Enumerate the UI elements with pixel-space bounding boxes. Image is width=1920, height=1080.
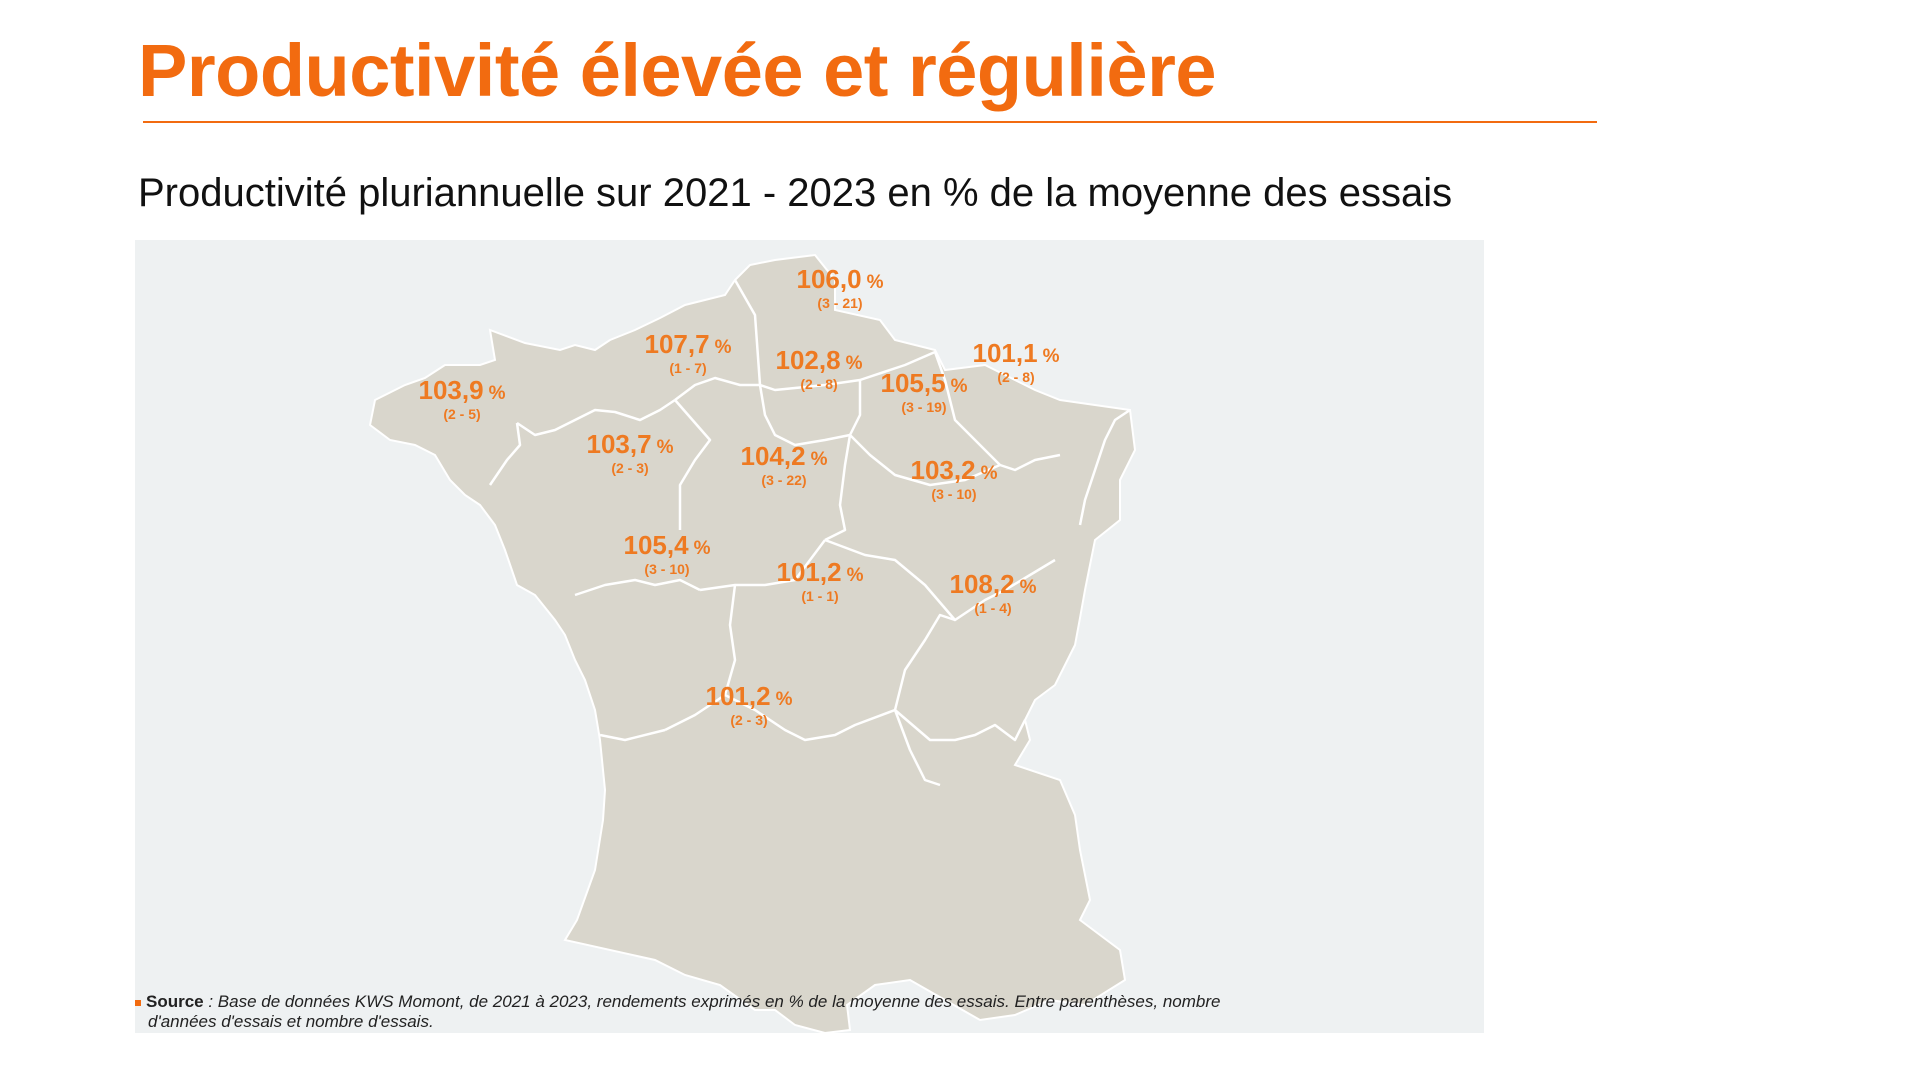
- border-pdl-centre: [674, 399, 712, 530]
- region-trial-count: (3 - 21): [817, 295, 863, 311]
- title-underline: [143, 121, 1597, 123]
- region-unit: %: [810, 449, 828, 470]
- footnote-source-text: : Base de données KWS Momont, de 2021 à …: [203, 992, 1221, 1011]
- region-unit: %: [775, 689, 793, 710]
- region-label-bretagne: 103,9% (2 - 5): [419, 375, 506, 423]
- region-unit: %: [693, 538, 711, 559]
- footnote-bullet-icon: [135, 999, 141, 1006]
- region-trial-count: (2 - 8): [800, 376, 838, 392]
- region-trial-count: (3 - 19): [901, 399, 947, 415]
- region-unit: %: [866, 272, 884, 293]
- france-map-panel: 106,0% (3 - 21) 107,7% (1 - 7) 102,8% (2 - 8)…: [135, 240, 1484, 1033]
- region-value: 101,2: [705, 681, 771, 711]
- region-unit: %: [1042, 346, 1060, 367]
- france-mainland-shape: [368, 253, 1137, 1033]
- region-label-nord: 106,0% (3 - 21): [797, 264, 884, 312]
- region-trial-count: (1 - 7): [669, 360, 707, 376]
- region-label-ile-de-france: 102,8% (2 - 8): [776, 345, 863, 393]
- region-unit: %: [488, 383, 506, 404]
- region-trial-count: (3 - 10): [644, 561, 690, 577]
- region-unit: %: [950, 376, 968, 397]
- border-lorraine-alsace: [1078, 408, 1131, 526]
- region-label-lorraine: 101,1% (2 - 8): [973, 338, 1060, 386]
- region-unit: %: [845, 353, 863, 374]
- region-unit: %: [714, 337, 732, 358]
- border-pdl-poitou: [574, 578, 701, 597]
- france-map: [368, 253, 1137, 1033]
- border-champagne-bourgogne: [849, 434, 1001, 487]
- border-normandie-idf: [674, 376, 760, 401]
- border-nord-south: [733, 279, 936, 392]
- region-value: 101,2: [776, 557, 842, 587]
- slide-subtitle: Productivité pluriannuelle sur 2021 - 20…: [138, 171, 1453, 215]
- region-value: 103,2: [910, 455, 976, 485]
- region-label-poitou-charentes: 105,4% (3 - 10): [624, 530, 711, 578]
- region-label-rhone-alpes: 108,2% (1 - 4): [950, 569, 1037, 617]
- region-label-centre: 104,2% (3 - 22): [741, 441, 828, 489]
- border-poitou-southwest: [599, 728, 666, 742]
- region-value: 102,8: [775, 345, 841, 375]
- region-value: 105,4: [623, 530, 689, 560]
- region-value: 105,5: [880, 368, 946, 398]
- region-trial-count: (2 - 3): [611, 460, 649, 476]
- region-unit: %: [846, 565, 864, 586]
- region-value: 103,7: [586, 429, 652, 459]
- region-trial-count: (3 - 10): [931, 486, 977, 502]
- source-footnote: Source : Base de données KWS Momont, de …: [135, 992, 1484, 1032]
- border-centre-bourgogne: [824, 434, 852, 542]
- region-unit: %: [656, 437, 674, 458]
- border-bretagne-pdl: [488, 422, 522, 486]
- region-label-limousin-auvergne: 101,2% (1 - 1): [777, 557, 864, 605]
- region-trial-count: (2 - 5): [443, 406, 481, 422]
- footnote-source-label: Source: [146, 992, 204, 1011]
- region-trial-count: (2 - 3): [730, 712, 768, 728]
- region-value: 103,9: [418, 375, 484, 405]
- region-label-bourgogne: 103,2% (3 - 10): [911, 455, 998, 503]
- region-label-champagne: 105,5% (3 - 19): [881, 368, 968, 416]
- slide-title: Productivité élevée et régulière: [138, 29, 1217, 112]
- border-normandie-west: [516, 398, 676, 437]
- border-limousin-rhone: [893, 613, 956, 711]
- region-value: 101,1: [972, 338, 1038, 368]
- border-centre-limousin: [699, 539, 826, 592]
- border-southwest-paca: [893, 709, 941, 787]
- region-value: 108,2: [949, 569, 1015, 599]
- region-borders: [488, 279, 1131, 787]
- border-idf: [758, 380, 862, 447]
- region-unit: %: [1019, 577, 1037, 598]
- border-limousin-southwest: [724, 693, 896, 742]
- border-champagne-lorraine: [933, 351, 1061, 472]
- footnote-source-text-line2: d'années d'essais et nombre d'essais.: [148, 1012, 434, 1031]
- border-rhone-paca: [894, 709, 1027, 742]
- region-trial-count: (2 - 8): [997, 369, 1035, 385]
- region-value: 107,7: [644, 329, 710, 359]
- region-label-normandie: 107,7% (1 - 7): [645, 329, 732, 377]
- region-label-pays-de-la-loire: 103,7% (2 - 3): [587, 429, 674, 477]
- region-value: 104,2: [740, 441, 806, 471]
- region-trial-count: (1 - 4): [974, 600, 1012, 616]
- region-trial-count: (1 - 1): [801, 588, 839, 604]
- region-value: 106,0: [796, 264, 862, 294]
- border-poitou-limousin: [664, 584, 737, 732]
- region-trial-count: (3 - 22): [761, 472, 807, 488]
- region-label-sud-ouest: 101,2% (2 - 3): [706, 681, 793, 729]
- france-land: [368, 253, 1137, 1033]
- region-unit: %: [980, 463, 998, 484]
